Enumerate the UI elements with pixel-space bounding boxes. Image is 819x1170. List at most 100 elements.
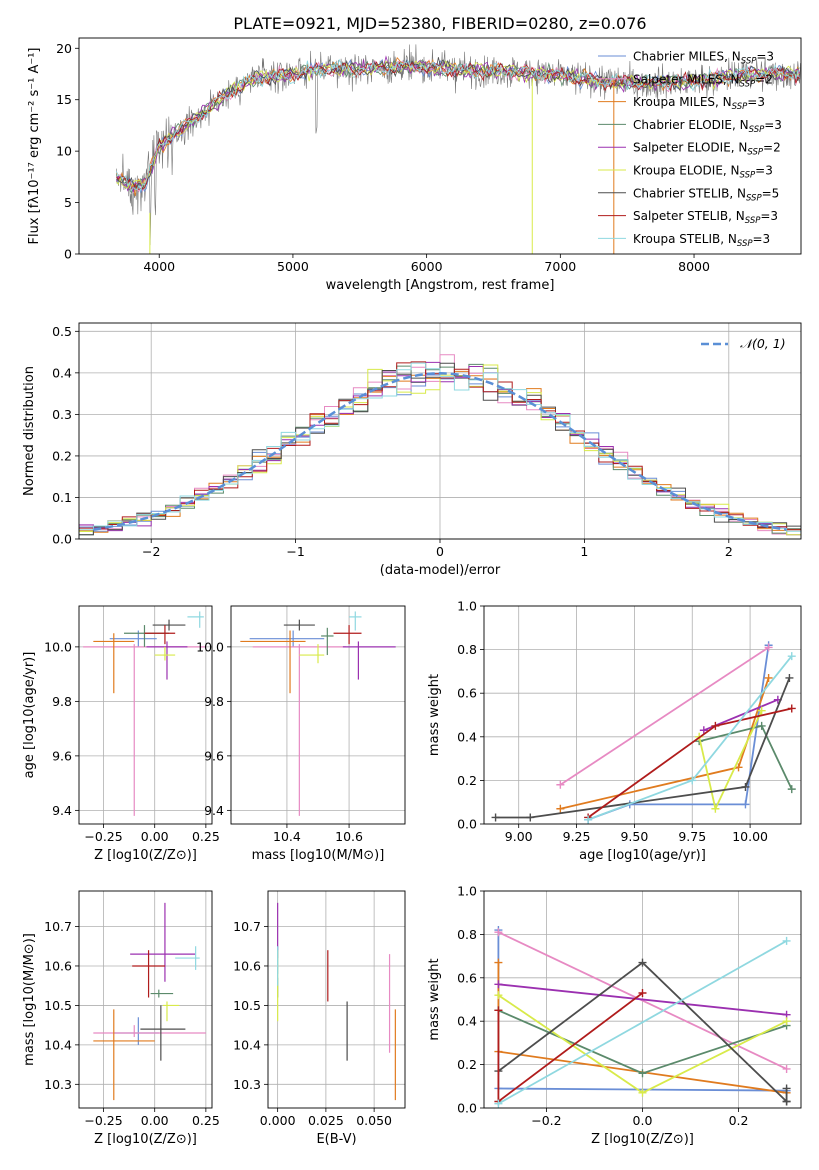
- y-tick-label: 9.8: [204, 694, 224, 709]
- weight-point-marker: [494, 1006, 503, 1015]
- grid-lines: [484, 605, 801, 825]
- x-tick-label: 9.00: [505, 829, 533, 844]
- weight-point-marker: [638, 988, 647, 997]
- legend-value: =5: [762, 186, 780, 200]
- legend-label: Salpeter ELODIE, NSSP=2: [633, 141, 781, 158]
- x-tick-label: 9.50: [620, 829, 648, 844]
- y-tick-label: 0.4: [52, 365, 72, 380]
- weight-point-marker: [787, 704, 796, 713]
- weight-point-marker: [494, 1099, 503, 1108]
- y-axis-label: mass weight: [427, 674, 442, 756]
- y-tick-label: 0.2: [457, 1057, 477, 1072]
- weight-point-marker: [526, 813, 535, 822]
- legend-label: Salpeter STELIB, NSSP=3: [633, 209, 778, 226]
- x-tick-label: 9.75: [678, 829, 706, 844]
- legend-label: Salpeter MILES, NSSP=2: [633, 72, 773, 89]
- axes-frame: [78, 605, 213, 825]
- y-tick-label: 10.7: [233, 919, 261, 934]
- y-tick-label: 0.6: [457, 970, 477, 985]
- weight-point-marker: [787, 785, 796, 794]
- weight-point-marker: [741, 800, 750, 809]
- legend: 𝒩(0, 1): [701, 336, 786, 351]
- y-tick-label: 10.3: [233, 1077, 261, 1092]
- y-axis-label: Flux [fλ10⁻¹⁷ erg cm⁻² s⁻¹ A⁻¹]: [27, 48, 42, 245]
- weight-point-marker: [782, 1084, 791, 1093]
- legend-label: Kroupa MILES, NSSP=3: [633, 95, 765, 112]
- x-tick-label: 0: [436, 544, 444, 559]
- axes-frame: [78, 37, 802, 255]
- weight-point-marker: [711, 804, 720, 813]
- x-tick-label: 2: [725, 544, 733, 559]
- panel-4: 9.00 9.25 9.50 9.75 10.00 0.0 0.2 0.4 0.6 0.8 1.0 a…: [427, 599, 802, 863]
- x-axis-label: age [log10(age/yr)]: [579, 848, 706, 863]
- plot-area: [240, 611, 396, 816]
- y-tick-label: 10.0: [44, 639, 72, 654]
- legend-subscript: SSP: [749, 125, 765, 135]
- weight-point-marker: [757, 706, 766, 715]
- y-tick-label: 10.5: [233, 998, 261, 1013]
- legend-label: Kroupa STELIB, NSSP=3: [633, 232, 770, 249]
- weight-line: [560, 677, 770, 810]
- y-tick-label: 0.2: [52, 448, 72, 463]
- x-tick-label: 0.25: [192, 829, 220, 844]
- weight-point-marker: [787, 652, 796, 661]
- axes-frame: [230, 605, 406, 825]
- weight-line: [498, 931, 787, 1070]
- legend-label: Chabrier ELODIE, NSSP=3: [633, 118, 782, 135]
- grid-lines: [79, 891, 212, 1108]
- weight-point-marker: [638, 1088, 647, 1097]
- y-tick-label: 10.3: [44, 1077, 72, 1092]
- y-tick-label: 15: [56, 92, 72, 107]
- axes-frame: [483, 890, 802, 1109]
- weight-point-marker: [782, 1064, 791, 1073]
- y-axis-label: Normed distribution: [22, 366, 37, 496]
- axes-frame: [78, 322, 802, 540]
- y-tick-label: 9.4: [52, 803, 72, 818]
- legend-subscript: SSP: [740, 171, 756, 181]
- weight-line: [587, 645, 770, 821]
- legend-subscript: SSP: [741, 57, 757, 67]
- y-tick-label: 9.6: [204, 748, 224, 763]
- x-tick-label: 0.00: [141, 1113, 169, 1128]
- x-tick-label: 10.00: [732, 829, 768, 844]
- legend-value: =3: [753, 232, 771, 246]
- figure-title: PLATE=0921, MJD=52380, FIBERID=0280, z=0…: [233, 14, 646, 33]
- plot-area: [79, 354, 801, 539]
- model-spectrum-line: [116, 58, 800, 192]
- grid-lines: [268, 891, 405, 1108]
- panel-7: −0.2 0.0 0.2 0.0 0.2 0.4 0.6 0.8 1.0 Z [log10(Z/Z…: [427, 884, 802, 1147]
- x-tick-label: 0.2: [729, 1113, 749, 1128]
- y-tick-label: 10.4: [44, 1037, 72, 1052]
- plot-area: [83, 611, 206, 816]
- x-tick-label: 10.4: [273, 829, 301, 844]
- y-tick-label: 9.6: [52, 748, 72, 763]
- x-axis-label: Z [log10(Z/Z⊙)]: [94, 848, 197, 863]
- y-tick-label: 0.5: [52, 324, 72, 339]
- x-tick-label: −2: [142, 544, 160, 559]
- y-tick-label: 0.3: [52, 407, 72, 422]
- legend-label: Kroupa ELODIE, NSSP=3: [633, 164, 773, 181]
- legend-value: =2: [763, 141, 781, 155]
- weight-point-marker: [782, 1097, 791, 1106]
- weight-point-marker: [688, 776, 697, 785]
- weight-point-marker: [699, 726, 708, 735]
- weight-point-marker: [638, 958, 647, 967]
- y-tick-label: 0.4: [457, 1014, 477, 1029]
- y-tick-label: 0.8: [457, 927, 477, 942]
- x-axis-label: mass [log10(M/M⊙)]: [252, 848, 385, 863]
- y-tick-label: 10.6: [233, 958, 261, 973]
- x-tick-label: 0.00: [141, 829, 169, 844]
- y-tick-label: 0: [64, 247, 72, 262]
- weight-point-marker: [785, 673, 794, 682]
- x-tick-label: 0.025: [308, 1113, 344, 1128]
- x-tick-label: 4000: [143, 259, 175, 274]
- legend-value: =2: [755, 72, 773, 86]
- legend-label: Chabrier MILES, NSSP=3: [633, 50, 774, 67]
- weight-point-marker: [757, 721, 766, 730]
- y-tick-label: 10: [56, 144, 72, 159]
- y-tick-label: 0.0: [457, 1101, 477, 1116]
- weight-point-marker: [764, 673, 773, 682]
- y-tick-label: 10.7: [44, 919, 72, 934]
- legend-subscript: SSP: [746, 193, 762, 203]
- weight-line: [497, 940, 788, 1105]
